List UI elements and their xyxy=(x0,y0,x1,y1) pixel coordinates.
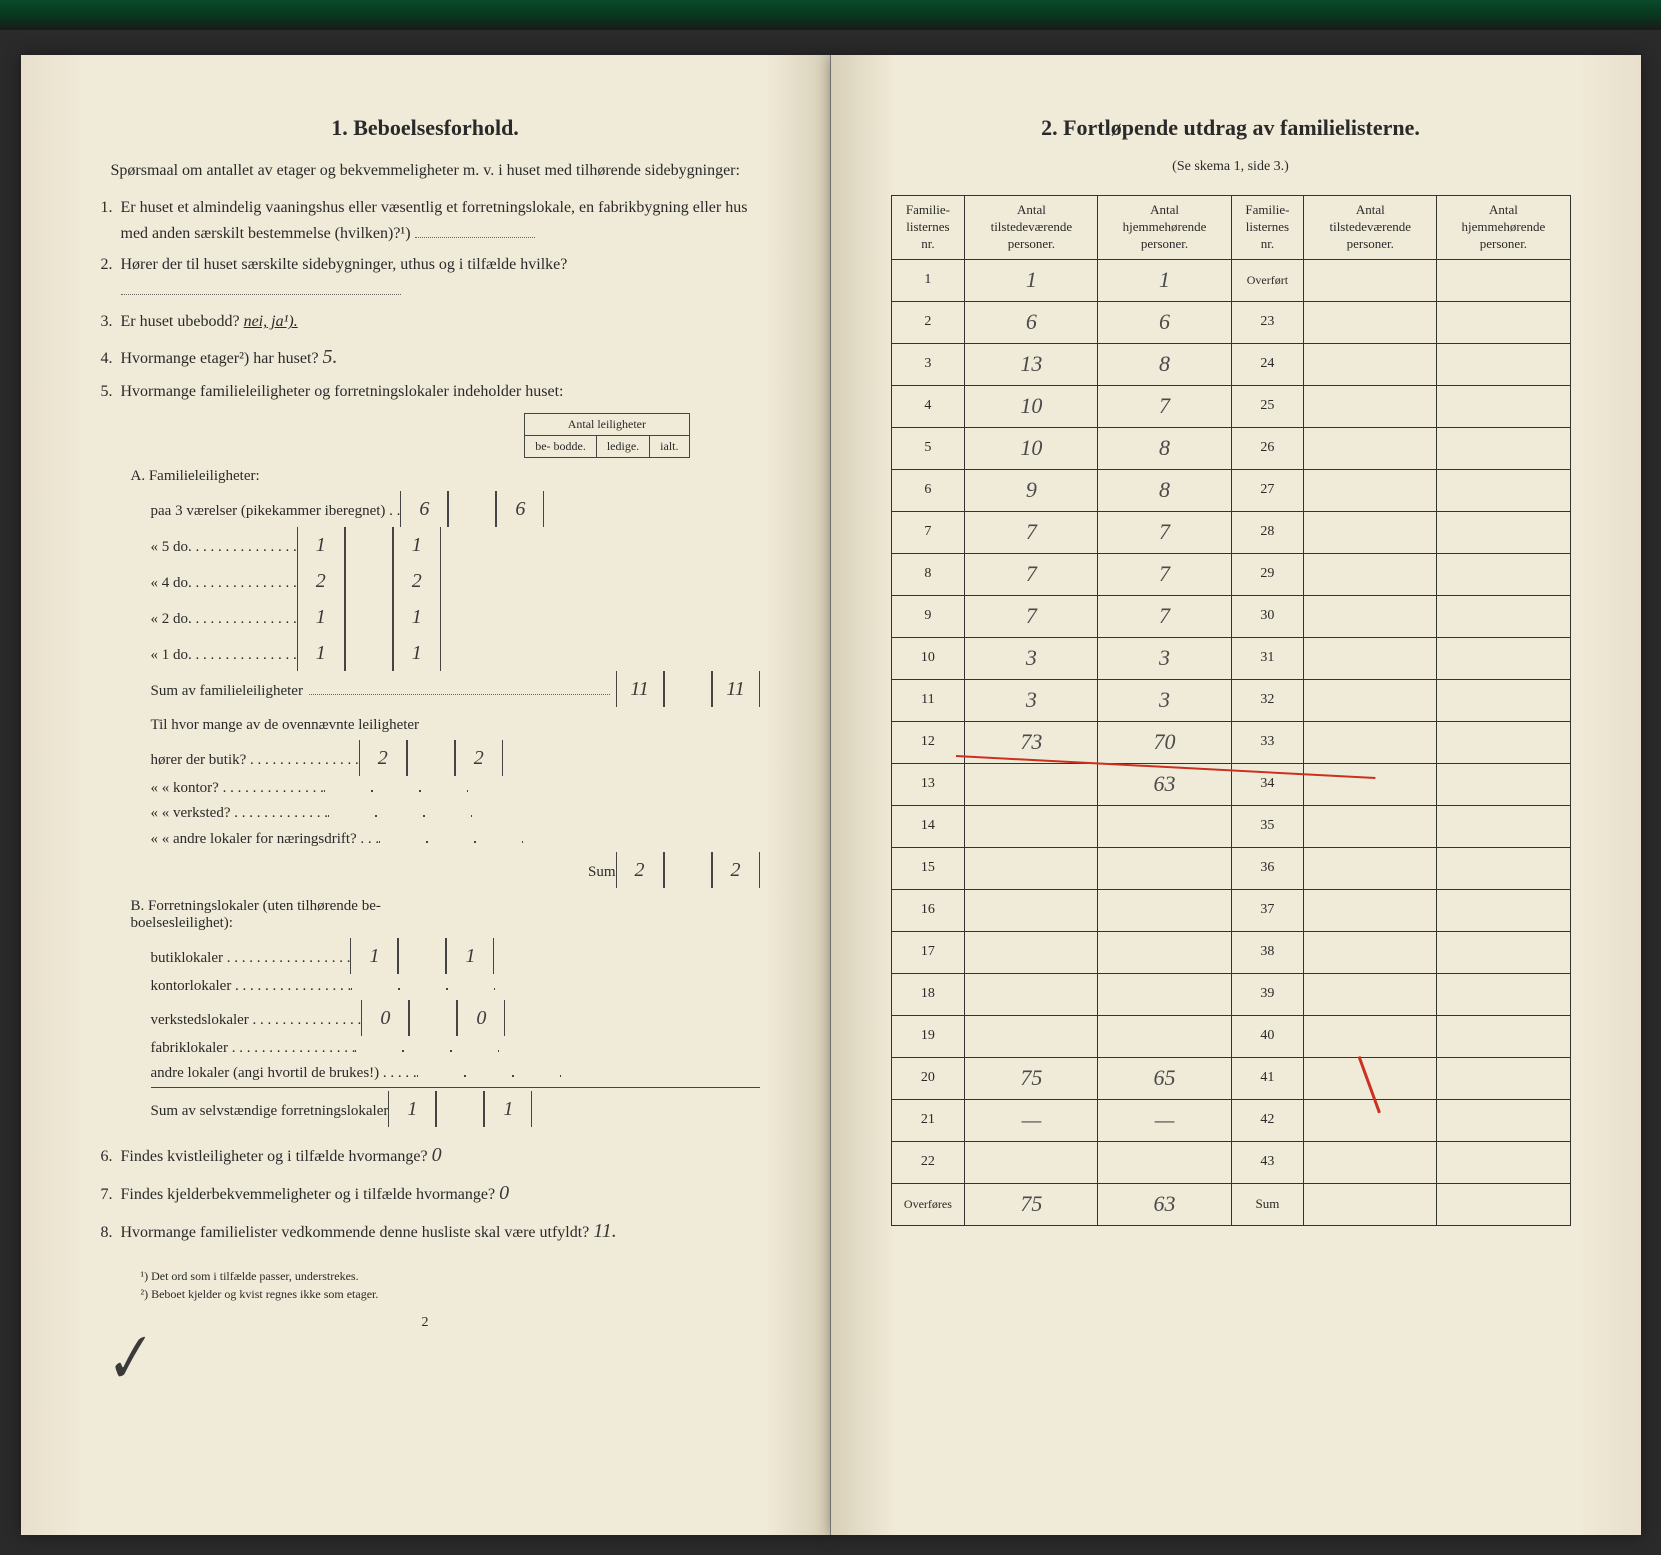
rooms-list: paa 3 værelser (pikekammer iberegnet) . … xyxy=(151,491,760,707)
sub-q-label: Til hvor mange av de ovennævnte leilighe… xyxy=(151,717,760,734)
sub-row: « 5 do. . . . . . . . . . . . . . . 1 1 xyxy=(151,527,760,563)
left-heading: 1. Beboelsesforhold. xyxy=(91,115,760,141)
sub-row: « « verksted? . . . . . . . . . . . . . xyxy=(151,801,760,827)
col-bebodde: be- bodde. xyxy=(525,435,597,457)
table-row: 14 35 xyxy=(891,805,1570,847)
table-row: 8 7 7 29 xyxy=(891,553,1570,595)
table-row: 2 6 6 23 xyxy=(891,301,1570,343)
table-row: 5 10 8 26 xyxy=(891,427,1570,469)
left-page: 1. Beboelsesforhold. Spørsmaal om antall… xyxy=(21,55,831,1535)
sub-row: « « kontor? . . . . . . . . . . . . . . xyxy=(151,776,760,802)
section-a-label: A. Familieleiligheter: xyxy=(131,468,760,485)
questions-6-8: 6.Findes kvistleiligheter og i tilfælde … xyxy=(91,1139,760,1247)
sub-row: fabriklokaler . . . . . . . . . . . . . … xyxy=(151,1036,760,1062)
q3: 3.Er huset ubebodd? nei, ja¹). xyxy=(91,309,760,335)
question-list: 1.Er huset et almindelig vaaningshus ell… xyxy=(91,195,760,405)
table-row: 16 37 xyxy=(891,889,1570,931)
right-page: 2. Fortløpende utdrag av familielisterne… xyxy=(831,55,1641,1535)
table-row: 4 10 7 25 xyxy=(891,385,1570,427)
viewer-top-bar xyxy=(0,0,1661,30)
q1: 1.Er huset et almindelig vaaningshus ell… xyxy=(91,195,760,246)
table-row: 3 13 8 24 xyxy=(891,343,1570,385)
table-row: 6 9 8 27 xyxy=(891,469,1570,511)
right-heading: 2. Fortløpende utdrag av familielisterne… xyxy=(891,115,1571,141)
table-row: 21 — — 42 xyxy=(891,1099,1570,1141)
familieliste-table: Familie- listernes nr. Antal tilstedevær… xyxy=(891,195,1571,1226)
sub-row: hører der butik? . . . . . . . . . . . .… xyxy=(151,740,760,776)
table-row: 19 40 xyxy=(891,1015,1570,1057)
table-row: 11 3 3 32 xyxy=(891,679,1570,721)
table-row: 18 39 xyxy=(891,973,1570,1015)
sub-row: andre lokaler (angi hvortil de brukes!) … xyxy=(151,1061,760,1087)
leiligheter-header-table: Antal leiligheter be- bodde. ledige. ial… xyxy=(524,413,689,458)
table-row: 10 3 3 31 xyxy=(891,637,1570,679)
b-rows-list: butiklokaler . . . . . . . . . . . . . .… xyxy=(151,938,760,1127)
sub-row: paa 3 værelser (pikekammer iberegnet) . … xyxy=(151,491,760,527)
q7: 7.Findes kjelderbekvemmeligheter og i ti… xyxy=(91,1177,760,1209)
sub-row: « « andre lokaler for næringsdrift? . . … xyxy=(151,827,760,853)
intro-text: Spørsmaal om antallet av etager og bekve… xyxy=(91,159,760,183)
table-row: 1 1 1 Overført xyxy=(891,259,1570,301)
q5: 5.Hvormange familieleiligheter og forret… xyxy=(91,379,760,405)
q8: 8.Hvormange familielister vedkommende de… xyxy=(91,1215,760,1247)
q4: 4.Hvormange etager²) har huset? 5. xyxy=(91,341,760,373)
table-row: 17 38 xyxy=(891,931,1570,973)
footnotes: ¹) Det ord som i tilfælde passer, unders… xyxy=(141,1267,760,1303)
sub-q-list: hører der butik? . . . . . . . . . . . .… xyxy=(151,740,760,889)
sub-row: « 1 do. . . . . . . . . . . . . . . 1 1 xyxy=(151,635,760,671)
sub-row: butiklokaler . . . . . . . . . . . . . .… xyxy=(151,938,760,974)
sub-row: kontorlokaler . . . . . . . . . . . . . … xyxy=(151,974,760,1000)
table-row: 7 7 7 28 xyxy=(891,511,1570,553)
col-ialt: ialt. xyxy=(650,435,689,457)
section-b-label: B. Forretningslokaler (uten tilhørende b… xyxy=(131,898,760,932)
sub-row: « 2 do. . . . . . . . . . . . . . . 1 1 xyxy=(151,599,760,635)
q6: 6.Findes kvistleiligheter og i tilfælde … xyxy=(91,1139,760,1171)
table-row: 22 43 xyxy=(891,1141,1570,1183)
table-row: 15 36 xyxy=(891,847,1570,889)
right-subtitle: (Se skema 1, side 3.) xyxy=(891,159,1571,175)
q2: 2.Hører der til huset særskilte sidebygn… xyxy=(91,252,760,303)
sub-row: verkstedslokaler . . . . . . . . . . . .… xyxy=(151,1000,760,1036)
table-row: 20 75 65 41 xyxy=(891,1057,1570,1099)
sub-row: « 4 do. . . . . . . . . . . . . . . 2 2 xyxy=(151,563,760,599)
book-spread: 1. Beboelsesforhold. Spørsmaal om antall… xyxy=(21,55,1641,1535)
table-row-sum: Overføres 75 63 Sum xyxy=(891,1183,1570,1225)
col-ledige: ledige. xyxy=(596,435,649,457)
page-number-left: 2 xyxy=(91,1315,760,1331)
table-row: 9 7 7 30 xyxy=(891,595,1570,637)
